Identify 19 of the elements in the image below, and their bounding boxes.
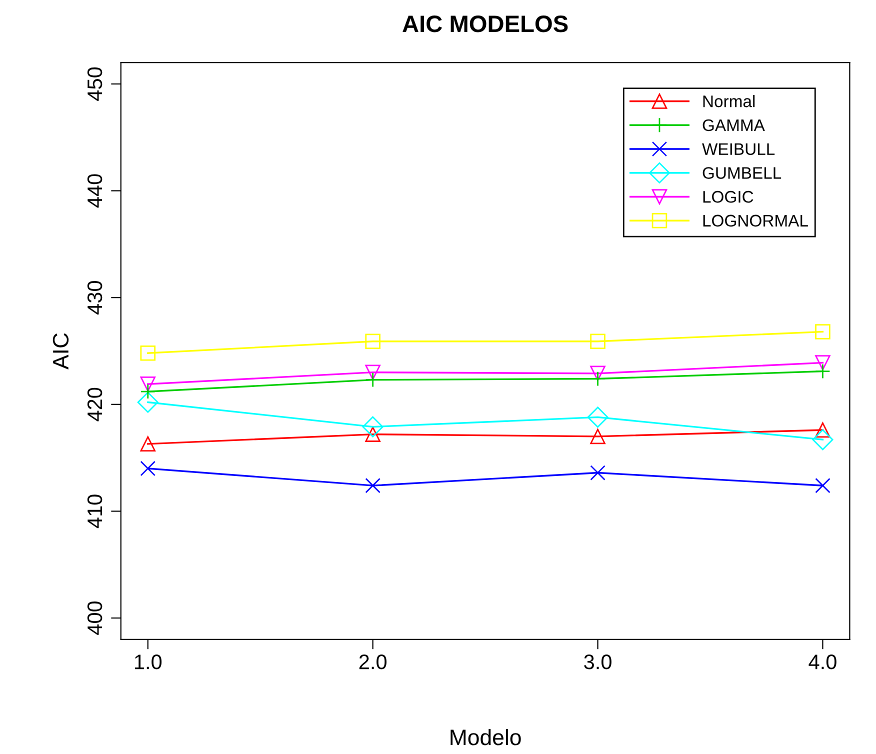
x-tick-label: 1.0 bbox=[134, 654, 162, 670]
y-tick-label: 420 bbox=[87, 388, 102, 422]
legend-label: LOGIC bbox=[703, 190, 754, 203]
legend-label: WEIBULL bbox=[702, 143, 775, 155]
x-tick-label: 3.0 bbox=[584, 654, 612, 670]
y-tick-label: 410 bbox=[87, 494, 102, 528]
y-tick-label: 450 bbox=[87, 67, 102, 101]
x-tick-label: 4.0 bbox=[808, 654, 836, 670]
y-tick-label: 440 bbox=[87, 174, 102, 208]
legend-label: GUMBELL bbox=[702, 167, 782, 179]
y-tick-label: 400 bbox=[87, 601, 102, 635]
chart-title: AIC MODELOS bbox=[402, 16, 568, 32]
legend-label: GAMMA bbox=[702, 119, 765, 132]
x-axis-title: Modelo bbox=[450, 728, 521, 746]
y-axis-title: AIC bbox=[52, 333, 69, 370]
x-tick-label: 2.0 bbox=[359, 654, 386, 670]
y-tick-label: 430 bbox=[87, 281, 102, 314]
legend-label: Normal bbox=[703, 95, 755, 108]
legend-label: LOGNORMAL bbox=[703, 214, 808, 227]
